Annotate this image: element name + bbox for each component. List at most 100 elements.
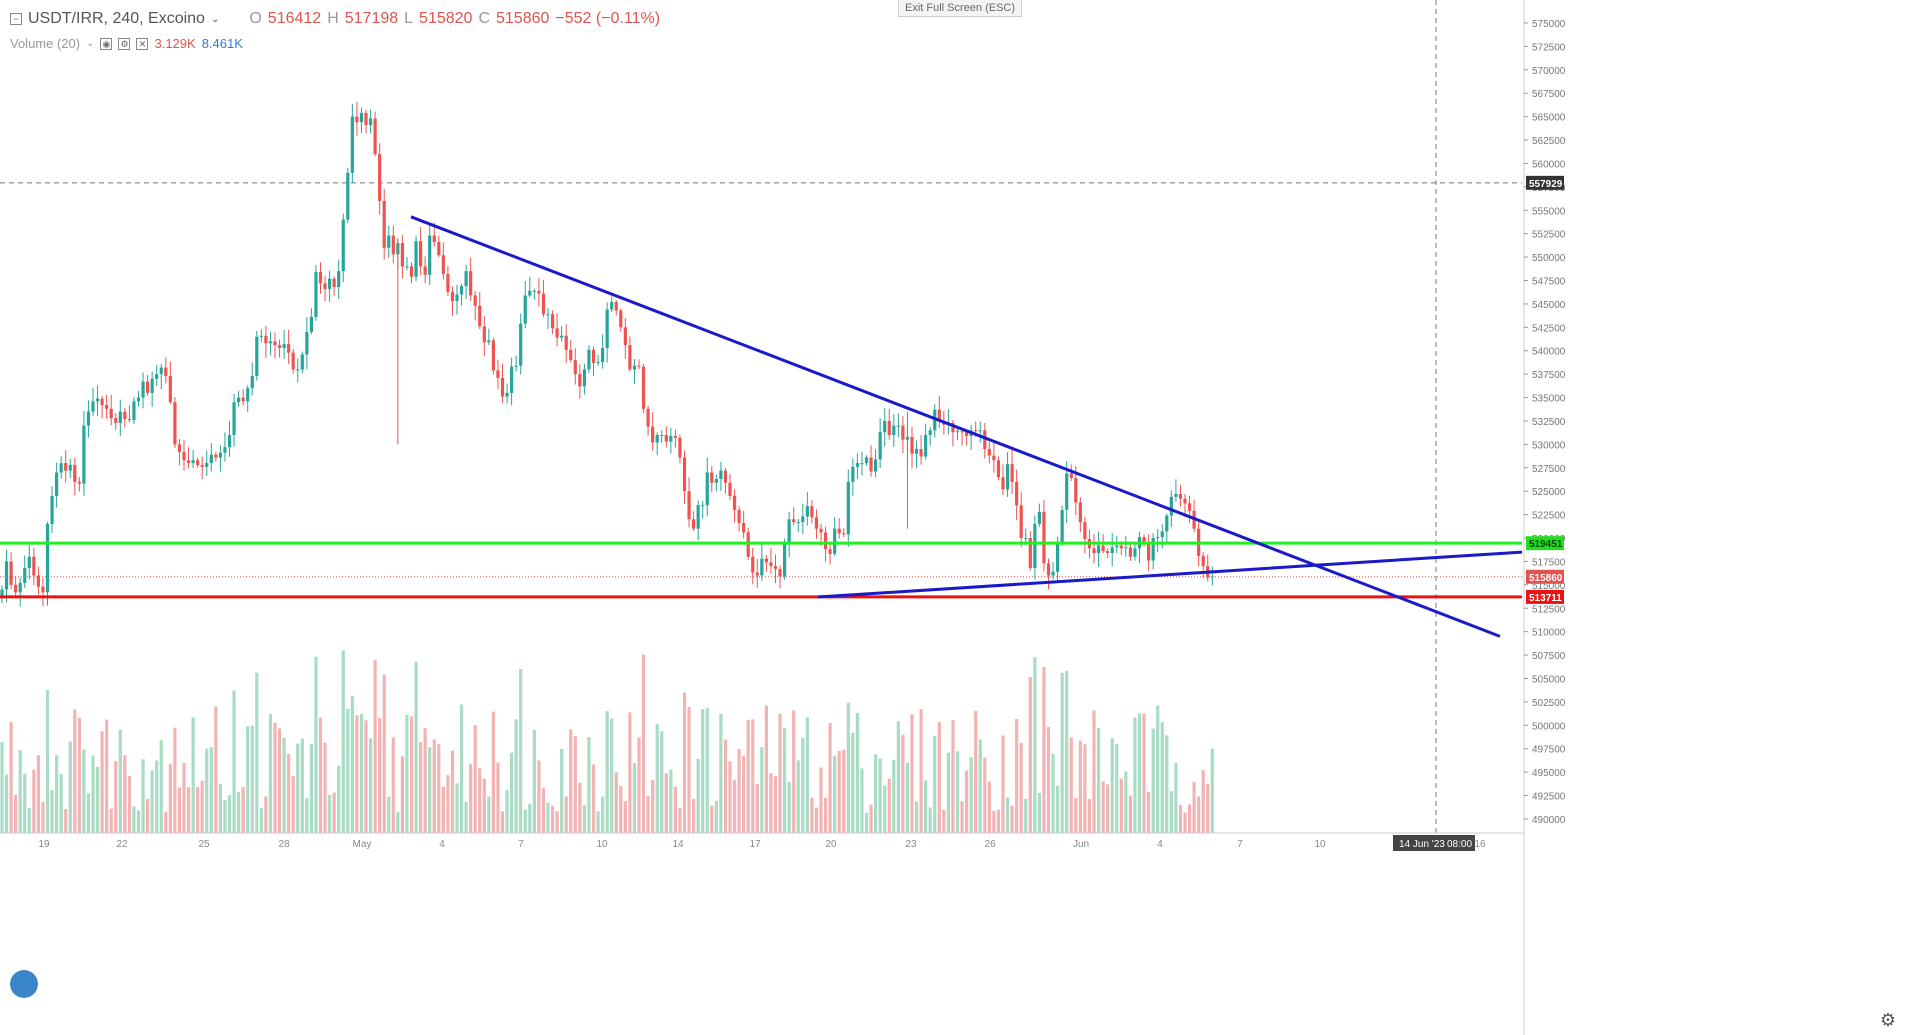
candle-body — [405, 266, 409, 268]
candle-body — [1056, 543, 1060, 572]
volume-bar — [500, 811, 505, 833]
candle-body — [164, 367, 168, 377]
volume-bar — [646, 795, 650, 833]
volume-bar — [437, 744, 441, 833]
candle-body — [446, 273, 450, 292]
volume-bar — [937, 722, 941, 833]
volume-bar — [528, 803, 532, 833]
volume-bar — [1083, 744, 1087, 833]
candle-body — [50, 495, 54, 524]
candle-body — [887, 420, 891, 436]
price-label-text: 513711 — [1529, 593, 1562, 604]
volume-bar — [924, 780, 928, 833]
candle-body — [141, 381, 145, 398]
high-value: 517198 — [344, 10, 399, 27]
chevron-down-icon[interactable]: ⌄ — [210, 13, 220, 25]
time-tick-label: 22 — [116, 839, 128, 850]
volume-bar — [105, 719, 109, 833]
candle-body — [987, 449, 991, 456]
volume-bar — [987, 781, 991, 833]
volume-bar — [814, 807, 819, 833]
price-tick-label: 542500 — [1532, 323, 1566, 334]
eye-icon[interactable]: ◉ — [100, 37, 113, 50]
candle-body — [569, 349, 573, 361]
symbol-legend: − USDT/IRR, 240, Excoino ⌄ O 516412 H 5171… — [10, 10, 660, 28]
symbol-label[interactable]: USDT/IRR, 240, Excoino — [28, 10, 205, 27]
volume-bar — [696, 758, 700, 833]
candle-body — [328, 278, 332, 289]
descending-trendline — [410, 215, 1501, 638]
volume-bar — [1119, 778, 1123, 833]
volume-bar — [578, 782, 582, 833]
volume-bar — [464, 801, 468, 833]
volume-bar — [59, 773, 63, 833]
time-tick-label: 7 — [518, 839, 524, 850]
candle-body — [1187, 503, 1192, 511]
price-label-badge — [1526, 589, 1564, 604]
candle-body — [1151, 538, 1155, 561]
drawing-lines[interactable] — [0, 215, 1523, 638]
settings-icon[interactable]: ⚙ — [118, 37, 131, 50]
volume-bar — [714, 800, 718, 833]
candle-body — [1083, 522, 1087, 539]
candle-body — [95, 398, 100, 402]
candle-body — [560, 335, 564, 338]
time-axis[interactable]: 19 22 25 28 May 4 7 10 14 17 20 23 26 Jun 4 7 10 14 Jun '… — [0, 832, 1524, 851]
volume-bar — [1060, 672, 1064, 833]
price-label-text: 519451 — [1529, 539, 1563, 550]
candle-body — [455, 294, 459, 302]
collapse-icon[interactable]: − — [10, 13, 22, 25]
price-tick-label: 502500 — [1532, 698, 1566, 709]
candle-body — [910, 436, 914, 454]
candle-body — [200, 464, 204, 467]
price-axis[interactable]: 575000 572500 570000 567500 565000 562500 5600… — [1523, 0, 1588, 1035]
candle-body — [814, 517, 819, 529]
price-tick-label: 537500 — [1532, 370, 1566, 381]
low-value: 515820 — [419, 10, 473, 27]
open-value: 516412 — [267, 10, 322, 27]
volume-bar — [660, 731, 664, 833]
tradingview-logo-icon[interactable] — [10, 970, 38, 998]
candle-body — [1174, 494, 1178, 497]
close-icon[interactable]: ✕ — [136, 37, 149, 50]
volume-bar — [751, 719, 755, 833]
candle-body — [805, 506, 809, 517]
candle-body — [82, 425, 86, 484]
candle-body — [505, 392, 509, 397]
price-label-badge — [1526, 536, 1564, 551]
candle-body — [177, 444, 182, 452]
volume-bar — [18, 749, 22, 833]
candle-body — [837, 528, 841, 534]
candle-body — [373, 118, 377, 155]
volume-bar — [1156, 705, 1160, 833]
volume-label[interactable]: Volume (20) — [10, 36, 81, 51]
volume-bar — [614, 772, 618, 833]
candle-body — [550, 314, 555, 329]
volume-bar — [382, 674, 386, 833]
volume-bar — [655, 724, 659, 833]
gear-icon[interactable]: ⚙ — [1879, 1010, 1896, 1031]
volume-bar — [569, 729, 573, 833]
candle-body — [127, 419, 131, 421]
candle-body — [227, 435, 232, 448]
candle-body — [150, 378, 154, 393]
volume-bar — [746, 720, 750, 833]
chevron-down-icon[interactable]: ⌄ — [86, 38, 95, 49]
candle-body — [1037, 511, 1041, 524]
price-tick-label: 535000 — [1532, 394, 1566, 405]
volume-bar — [1024, 798, 1028, 833]
candle-body — [4, 561, 9, 590]
candle-body — [118, 411, 122, 423]
candle-body — [68, 464, 72, 471]
time-tick-label: 20 — [825, 839, 837, 850]
candle-body — [1119, 545, 1123, 549]
volume-bar — [1147, 791, 1151, 833]
candle-body — [1028, 538, 1032, 568]
volume-bar — [469, 764, 473, 833]
price-tick-label: 540000 — [1532, 347, 1566, 358]
volume-bar — [996, 809, 1001, 833]
price-tick-label: 575000 — [1532, 19, 1566, 30]
exit-fullscreen-button[interactable]: Exit Full Screen (ESC) — [898, 0, 1022, 17]
volume-bar — [1033, 657, 1037, 833]
